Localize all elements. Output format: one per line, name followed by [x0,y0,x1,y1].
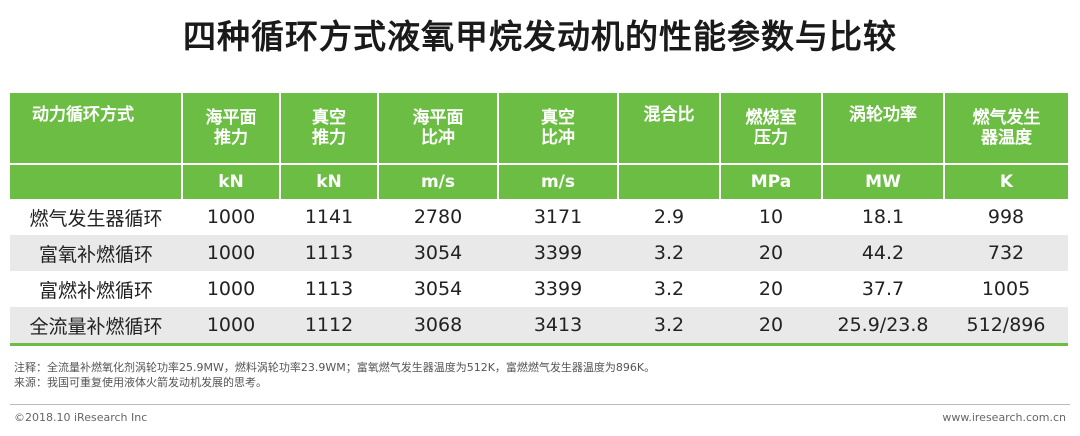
table-row: 全流量补燃循环 1000 1112 3068 3413 3.2 20 25.9/… [10,307,1068,346]
table-cell: 18.1 [861,206,905,228]
unit-cell: MW [822,164,945,199]
header-vacuum-isp: 真空比冲 [498,93,619,165]
header-cycle-type: 动力循环方式 [10,93,183,165]
table-cell: 37.7 [861,278,905,300]
cycle-name-cell: 全流量补燃循环 [10,307,182,346]
table-cell: 3.2 [618,235,720,271]
table-cell: 20 [720,235,822,271]
performance-table: 动力循环方式 海平面推力 真空推力 海平面比冲 真空比冲 混合比 燃烧室压力 涡… [10,93,1068,346]
header-sea-level-isp: 海平面比冲 [378,93,499,165]
table-row: 富燃补燃循环 1000 1113 3054 3399 3.2 20 37.7 1… [10,271,1068,307]
source-note: 来源：我国可重复使用液体火箭发动机发展的思考。 [14,376,267,389]
table-cell: 1141 [304,206,354,228]
table-cell: 3.2 [653,278,685,300]
footer-divider [10,404,1070,405]
notes-block: 注释：全流量补燃氧化剂涡轮功率25.9MW，燃料涡轮功率23.9WM；富氧燃气发… [14,360,655,390]
unit-cell [618,164,721,199]
cycle-name-cell: 燃气发生器循环 [29,207,163,230]
table-row: 富氧补燃循环 1000 1113 3054 3399 3.2 20 44.2 7… [10,235,1068,271]
header-chamber-pressure: 燃烧室压力 [720,93,823,165]
unit-cell: kN [280,164,379,199]
header-turbine-power: 涡轮功率 [822,93,945,165]
table-cell: 1112 [280,307,378,346]
table-cell: 512/896 [944,307,1068,346]
table-cell: 998 [987,206,1025,228]
table-cell: 2.9 [653,206,685,228]
cycle-name-cell: 富氧补燃循环 [10,235,182,271]
website-link[interactable]: www.iresearch.com.cn [942,411,1066,424]
table-header-row: 动力循环方式 海平面推力 真空推力 海平面比冲 真空比冲 混合比 燃烧室压力 涡… [10,93,1068,165]
header-sea-level-thrust: 海平面推力 [182,93,281,165]
table-cell: 1000 [206,206,256,228]
copyright-text: ©2018.10 iResearch Inc [14,411,148,424]
unit-cell: K [944,164,1068,199]
table-cell: 3054 [378,235,498,271]
table-cell: 10 [758,206,784,228]
table-unit-row: kN kN m/s m/s MPa MW K [10,164,1068,199]
table-cell: 20 [758,278,784,300]
table-note: 注释：全流量补燃氧化剂涡轮功率25.9MW，燃料涡轮功率23.9WM；富氧燃气发… [14,361,656,374]
cycle-name-cell: 富燃补燃循环 [38,279,153,302]
header-vacuum-thrust: 真空推力 [280,93,379,165]
table-cell: 25.9/23.8 [822,307,944,346]
unit-cell: m/s [378,164,499,199]
table-cell: 20 [720,307,822,346]
unit-cell: kN [182,164,281,199]
table-cell: 3413 [498,307,618,346]
table-cell: 1113 [280,235,378,271]
header-gas-generator-temp: 燃气发生器温度 [944,93,1068,165]
table-cell: 44.2 [822,235,944,271]
table-cell: 3399 [498,235,618,271]
unit-cell: MPa [720,164,823,199]
table-cell: 3.2 [618,307,720,346]
table-row: 燃气发生器循环 1000 1141 2780 3171 2.9 10 18.1 … [10,199,1068,235]
table-cell: 2780 [413,206,463,228]
table-cell: 1113 [304,278,354,300]
table-cell: 1000 [182,235,280,271]
page-title: 四种循环方式液氧甲烷发动机的性能参数与比较 [183,17,897,56]
header-mixture-ratio: 混合比 [618,93,721,165]
table-cell: 3399 [533,278,583,300]
unit-cell: m/s [498,164,619,199]
table-cell: 1000 [206,278,256,300]
performance-table-container: 动力循环方式 海平面推力 真空推力 海平面比冲 真空比冲 混合比 燃烧室压力 涡… [10,93,1068,346]
table-cell: 1000 [182,307,280,346]
table-cell: 1005 [981,278,1031,300]
table-cell: 3068 [378,307,498,346]
table-cell: 3171 [533,206,583,228]
table-cell: 3054 [413,278,463,300]
table-cell: 732 [944,235,1068,271]
unit-cell [10,164,183,199]
